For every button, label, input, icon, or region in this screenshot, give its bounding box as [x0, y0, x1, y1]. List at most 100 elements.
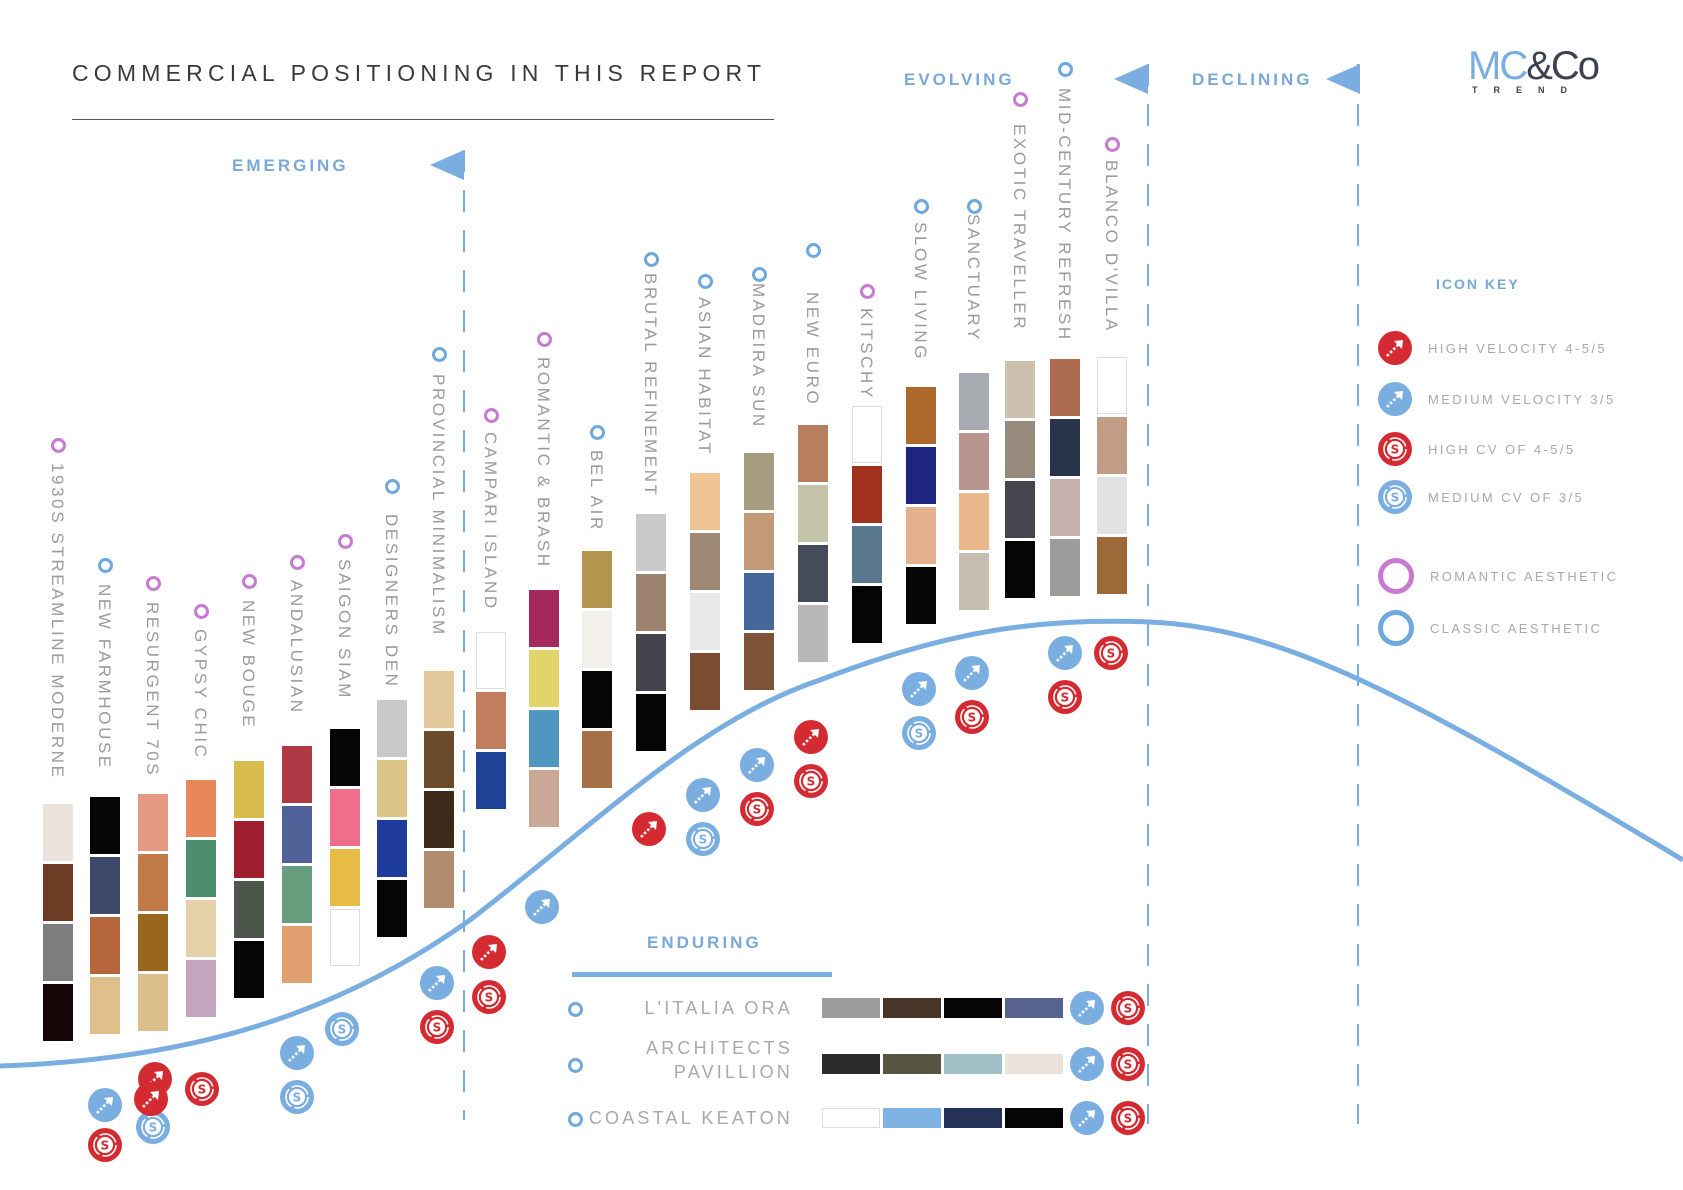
- color-swatch: [959, 433, 989, 490]
- svg-text:S: S: [699, 833, 708, 847]
- high-cv-icon: S: [794, 764, 828, 798]
- emerging-flag-icon: [430, 150, 464, 180]
- color-swatch: [186, 780, 216, 837]
- high-velocity-icon: [1378, 331, 1412, 365]
- medium-velocity-icon: [1048, 636, 1082, 670]
- high-cv-icon: S: [88, 1128, 122, 1162]
- medium-cv-icon: S: [136, 1110, 170, 1144]
- classic-aesthetic-dot-icon: [698, 274, 713, 289]
- color-swatch: [282, 746, 312, 803]
- color-swatch: [582, 731, 612, 788]
- color-swatch: [138, 974, 168, 1031]
- classic-aesthetic-dot-icon: [385, 479, 400, 494]
- high-cv-icon: S: [1111, 1101, 1145, 1135]
- color-swatch: [138, 854, 168, 911]
- color-swatch: [1050, 359, 1080, 416]
- color-swatch: [330, 909, 360, 966]
- svg-text:S: S: [1124, 1058, 1133, 1072]
- medium-velocity-icon: [420, 966, 454, 1000]
- trend-name: EXOTIC TRAVELLER: [1010, 124, 1029, 332]
- color-swatch: [744, 633, 774, 690]
- classic-aesthetic-dot-icon: [752, 267, 767, 282]
- color-swatch: [476, 632, 506, 689]
- high-velocity-icon: [134, 1082, 168, 1116]
- color-swatch: [690, 653, 720, 710]
- icon-key-row: S MEDIUM CV OF 3/5: [1378, 480, 1584, 514]
- color-swatch: [1050, 479, 1080, 536]
- high-cv-icon: S: [1378, 432, 1412, 466]
- declining-divider: [1357, 64, 1359, 1124]
- enduring-underline: [572, 972, 832, 977]
- svg-text:S: S: [338, 1023, 347, 1037]
- color-swatch: [476, 752, 506, 809]
- color-swatch: [852, 526, 882, 583]
- color-swatch: [1050, 539, 1080, 596]
- classic-aesthetic-dot-icon: [644, 252, 659, 267]
- color-swatch: [234, 881, 264, 938]
- svg-text:S: S: [753, 803, 762, 817]
- svg-text:S: S: [1391, 443, 1400, 457]
- color-swatch: [43, 984, 73, 1041]
- page-title: COMMERCIAL POSITIONING IN THIS REPORT: [72, 60, 767, 86]
- color-swatch: [529, 710, 559, 767]
- enduring-row: L'ITALIA ORA S: [568, 988, 1148, 1028]
- color-swatch: [138, 914, 168, 971]
- romantic-aesthetic-dot-icon: [860, 284, 875, 299]
- high-velocity-icon: [794, 720, 828, 754]
- svg-text:S: S: [485, 991, 494, 1005]
- svg-text:S: S: [1391, 491, 1400, 505]
- color-swatch: [906, 447, 936, 504]
- high-cv-icon: S: [185, 1072, 219, 1106]
- high-cv-icon: S: [740, 792, 774, 826]
- classic-aesthetic-dot-icon: [806, 243, 821, 258]
- svg-text:S: S: [807, 775, 816, 789]
- color-swatch: [234, 761, 264, 818]
- color-swatch: [798, 545, 828, 602]
- romantic-aesthetic-dot-icon: [1105, 137, 1120, 152]
- color-swatch: [424, 791, 454, 848]
- color-swatch: [906, 387, 936, 444]
- classic-aesthetic-dot-icon: [98, 558, 113, 573]
- medium-velocity-icon: [686, 778, 720, 812]
- color-swatch: [822, 1108, 880, 1128]
- color-swatch: [690, 473, 720, 530]
- enduring-trend-name: L'ITALIA ORA: [644, 998, 793, 1018]
- color-swatch: [744, 453, 774, 510]
- stage-emerging-label: EMERGING: [232, 156, 349, 175]
- color-swatch: [282, 926, 312, 983]
- title-underline: [72, 119, 774, 120]
- svg-text:S: S: [1061, 691, 1070, 705]
- color-swatch: [690, 533, 720, 590]
- color-swatch: [1097, 477, 1127, 534]
- medium-cv-icon: S: [280, 1080, 314, 1114]
- color-swatch: [906, 507, 936, 564]
- medium-velocity-icon: [1378, 382, 1412, 416]
- declining-flag-icon: [1326, 64, 1360, 94]
- trend-name: MADEIRA SUN: [749, 283, 768, 429]
- trend-name: BLANCO D'VILLA: [1102, 160, 1121, 333]
- classic-ring-icon: [1378, 610, 1414, 646]
- color-swatch: [582, 551, 612, 608]
- trend-name: ASIAN HABITAT: [695, 297, 714, 456]
- high-cv-icon: S: [955, 700, 989, 734]
- color-swatch: [798, 425, 828, 482]
- classic-aesthetic-dot-icon: [1058, 62, 1073, 77]
- color-swatch: [1005, 998, 1063, 1018]
- medium-velocity-icon: [1070, 991, 1104, 1025]
- svg-text:S: S: [198, 1083, 207, 1097]
- color-swatch: [234, 821, 264, 878]
- color-swatch: [43, 804, 73, 861]
- color-swatch: [1005, 1054, 1063, 1074]
- color-swatch: [798, 485, 828, 542]
- color-swatch: [959, 373, 989, 430]
- color-swatch: [744, 513, 774, 570]
- romantic-aesthetic-dot-icon: [1013, 92, 1028, 107]
- romantic-ring-icon: [1378, 558, 1414, 594]
- high-cv-icon: S: [1111, 1047, 1145, 1081]
- icon-key-title: ICON KEY: [1436, 276, 1520, 292]
- medium-velocity-icon: [902, 672, 936, 706]
- color-swatch: [1097, 417, 1127, 474]
- high-cv-icon: S: [420, 1010, 454, 1044]
- romantic-aesthetic-dot-icon: [484, 408, 499, 423]
- color-swatch: [186, 840, 216, 897]
